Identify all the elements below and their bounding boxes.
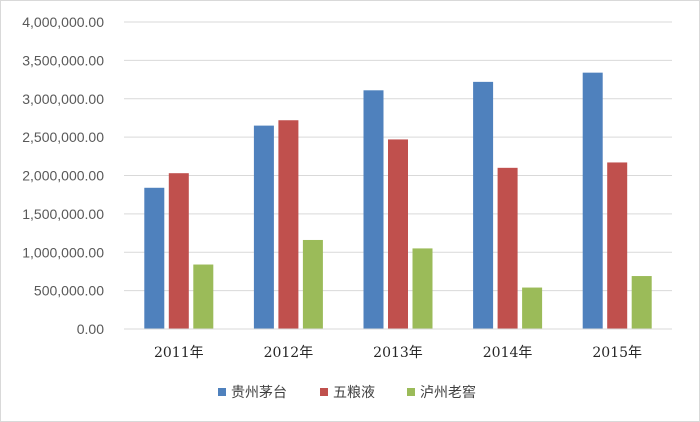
x-tick-label: 2012年 xyxy=(264,345,314,361)
legend-item: 泸州老窖 xyxy=(407,384,476,401)
legend-item: 五粮液 xyxy=(320,385,375,401)
bar xyxy=(302,239,323,329)
legend-item: 贵州茅台 xyxy=(218,385,287,401)
bars xyxy=(144,72,652,330)
bar xyxy=(582,72,603,329)
y-tick-label: 3,000,000.00 xyxy=(22,91,104,107)
bar xyxy=(278,120,299,330)
legend-label: 五粮液 xyxy=(333,385,375,401)
gridlines xyxy=(124,21,672,292)
legend: 贵州茅台 五粮液 泸州老窖 xyxy=(218,384,476,401)
bar xyxy=(193,264,214,329)
bar xyxy=(168,173,189,329)
x-tick-label: 2014年 xyxy=(483,345,533,361)
x-tick-label: 2015年 xyxy=(592,345,642,361)
bar xyxy=(607,162,628,329)
legend-swatch xyxy=(320,388,328,396)
y-axis-tick-labels: 0.00 500,000.00 1,000,000.00 1,500,000.00 2,… xyxy=(22,14,104,337)
y-tick-label: 2,000,000.00 xyxy=(22,168,104,184)
x-tick-label: 2011年 xyxy=(154,345,204,361)
bar xyxy=(363,90,384,330)
x-tick-label: 2013年 xyxy=(373,345,423,361)
y-tick-label: 500,000.00 xyxy=(34,283,104,299)
y-tick-label: 1,500,000.00 xyxy=(22,206,104,222)
bar xyxy=(497,167,518,329)
bar xyxy=(388,139,408,329)
legend-label: 泸州老窖 xyxy=(420,384,476,401)
bar xyxy=(631,276,652,329)
bar xyxy=(473,81,494,330)
y-tick-label: 0.00 xyxy=(77,321,104,337)
bar xyxy=(412,248,433,329)
bar xyxy=(144,187,165,329)
bar xyxy=(253,125,274,329)
bar xyxy=(522,287,543,329)
y-tick-label: 2,500,000.00 xyxy=(22,129,104,145)
x-axis-tick-labels: 2011年 2012年 2013年 2014年 2015年 xyxy=(154,345,642,361)
y-tick-label: 1,000,000.00 xyxy=(22,244,104,260)
legend-label: 贵州茅台 xyxy=(231,385,287,401)
y-tick-label: 3,500,000.00 xyxy=(22,52,104,68)
legend-swatch xyxy=(218,388,226,396)
y-tick-label: 4,000,000.00 xyxy=(22,14,104,30)
legend-swatch xyxy=(407,388,415,396)
